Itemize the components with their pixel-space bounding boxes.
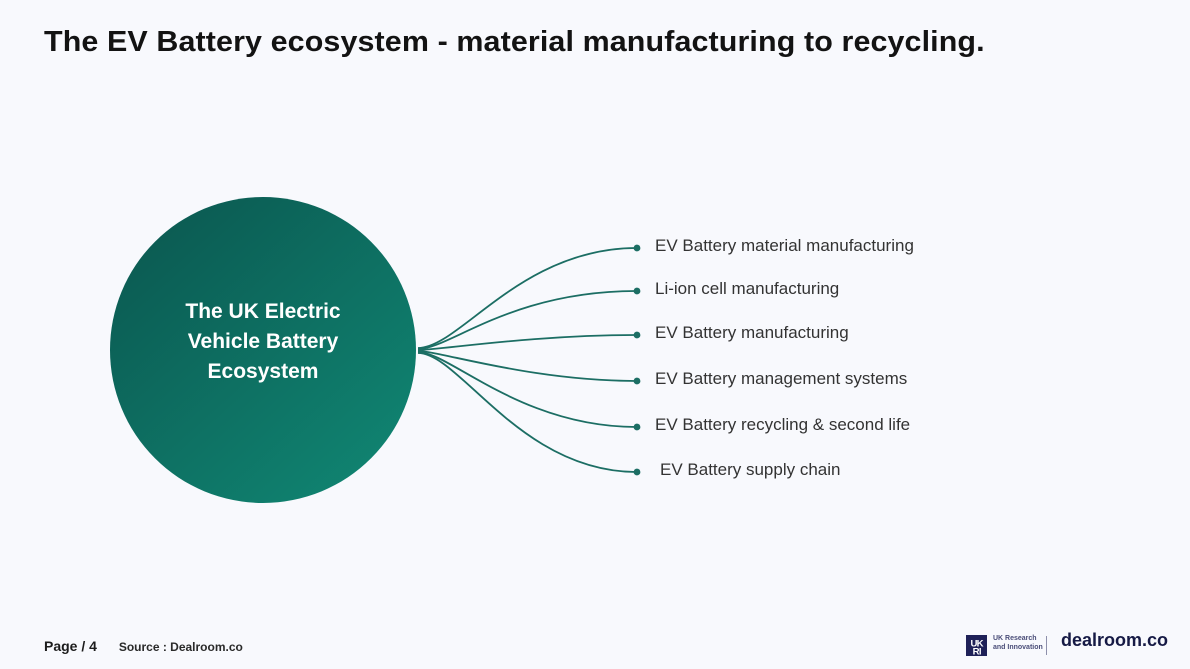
svg-text:RI: RI — [973, 647, 982, 656]
